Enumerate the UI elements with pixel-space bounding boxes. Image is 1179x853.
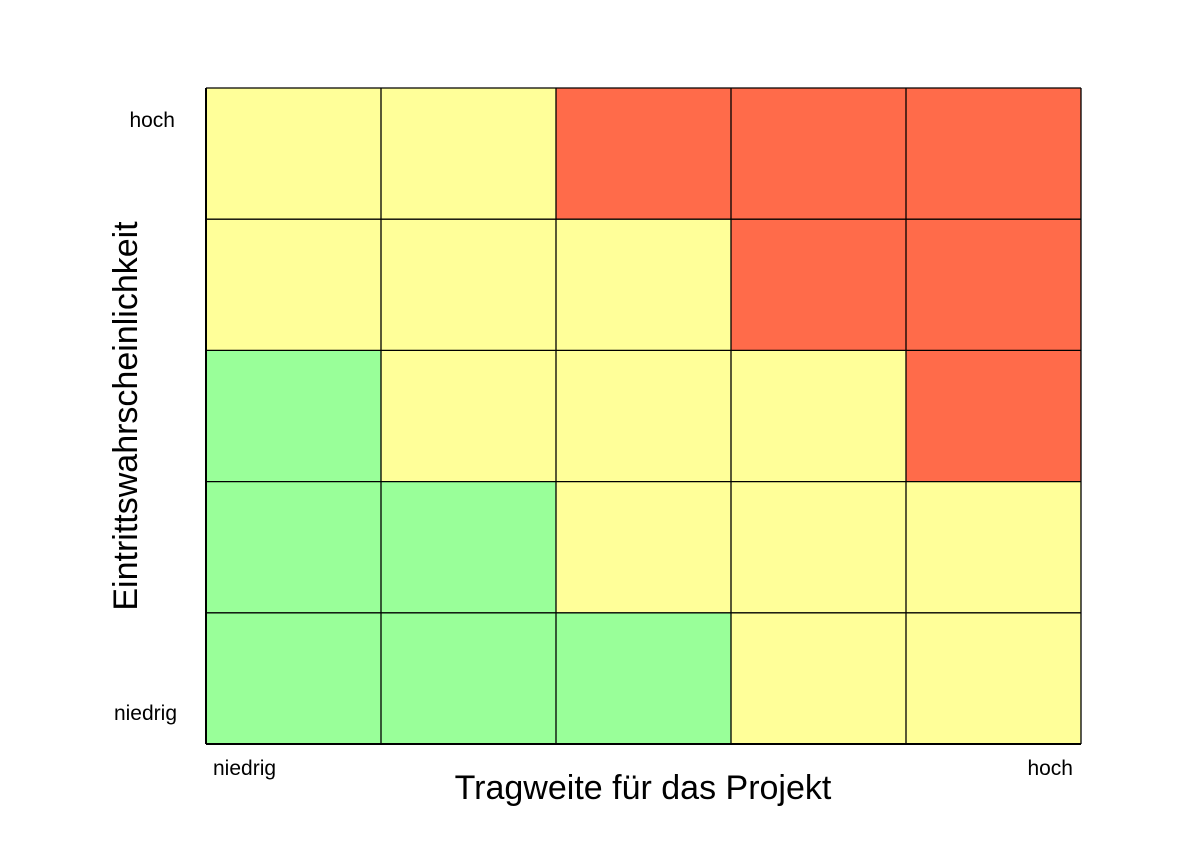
matrix-cell-r2-c5-red [906, 219, 1081, 351]
matrix-cell-r1-c3-red [556, 88, 731, 220]
matrix-cell-r5-c2-green [381, 612, 556, 744]
matrix-cell-r5-c3-green [556, 612, 731, 744]
matrix-cell-r4-c5-yellow [906, 481, 1081, 613]
y-axis-title: Eintrittswahrscheinlichkeit [107, 221, 145, 611]
y-tick-label-low: niedrig [114, 702, 177, 725]
matrix-cell-r4-c4-yellow [731, 481, 906, 613]
matrix-cell-r2-c3-yellow [556, 219, 731, 351]
matrix-gridlines [205, 87, 1082, 745]
matrix-cell-r2-c1-yellow [206, 219, 381, 351]
matrix-cell-r3-c5-red [906, 350, 1081, 482]
matrix-cell-r2-c4-red [731, 219, 906, 351]
matrix-cell-r1-c2-yellow [381, 88, 556, 220]
x-axis-title: Tragweite für das Projekt [455, 769, 832, 807]
matrix-cell-r5-c1-green [206, 612, 381, 744]
matrix-cell-r4-c1-green [206, 481, 381, 613]
matrix-cell-r1-c1-yellow [206, 88, 381, 220]
matrix-cell-r5-c4-yellow [731, 612, 906, 744]
matrix-cell-r4-c3-yellow [556, 481, 731, 613]
matrix-cells [206, 88, 1081, 744]
y-tick-label-high: hoch [129, 109, 175, 132]
matrix-cell-r5-c5-yellow [906, 612, 1081, 744]
matrix-cell-r3-c1-green [206, 350, 381, 482]
matrix-cell-r3-c2-yellow [381, 350, 556, 482]
matrix-cell-r1-c5-red [906, 88, 1081, 220]
matrix-cell-r2-c2-yellow [381, 219, 556, 351]
matrix-cell-r3-c3-yellow [556, 350, 731, 482]
x-tick-label-low: niedrig [213, 757, 276, 780]
matrix-cell-r3-c4-yellow [731, 350, 906, 482]
matrix-cell-r4-c2-green [381, 481, 556, 613]
matrix-cell-r1-c4-red [731, 88, 906, 220]
x-tick-label-high: hoch [1027, 757, 1073, 780]
